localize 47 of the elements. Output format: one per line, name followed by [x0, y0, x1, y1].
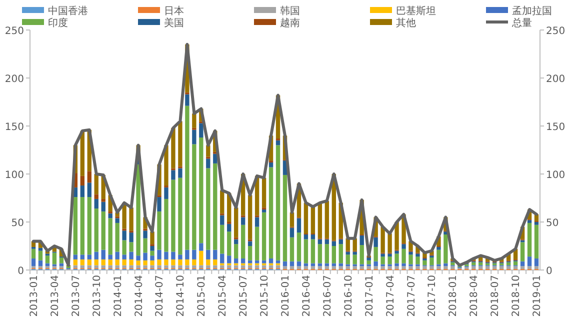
- x-tick-label: 2018-10: [511, 275, 522, 317]
- y-tick-label: 100: [4, 170, 24, 181]
- x-tick-label: 2013-10: [92, 275, 103, 317]
- y2-tick-label: 150: [546, 122, 566, 133]
- legend-label: 美国: [164, 17, 184, 29]
- legend-label: 总量: [511, 17, 532, 29]
- x-tick-label: 2013-07: [70, 275, 82, 317]
- y2-tick-label: 100: [546, 170, 566, 181]
- x-tick-label: 2014-07: [154, 275, 166, 317]
- legend-label: 其他: [396, 17, 416, 29]
- legend-label: 孟加拉国: [512, 5, 552, 17]
- y2-tick-label: 200: [546, 74, 566, 85]
- x-tick-label: 2017-01: [364, 275, 376, 317]
- y2-tick-label: 250: [546, 26, 566, 37]
- legend-label: 中国香港: [48, 5, 88, 17]
- x-tick-label: 2015-01: [196, 275, 208, 317]
- legend-label: 越南: [280, 17, 300, 29]
- x-tick-label: 2017-07: [406, 275, 418, 317]
- x-tick-label: 2016-01: [280, 275, 292, 317]
- x-tick-label: 2015-07: [238, 275, 250, 317]
- y2-tick-label: 0: [546, 266, 552, 277]
- legend-label: 印度: [48, 17, 68, 29]
- x-tick-label: 2014-01: [112, 275, 124, 317]
- legend-label: 日本: [164, 5, 184, 17]
- x-tick-label: 2014-04: [134, 275, 145, 317]
- x-tick-label: 2015-10: [260, 275, 271, 317]
- x-tick-label: 2014-10: [176, 275, 187, 317]
- x-tick-label: 2016-04: [301, 275, 312, 317]
- legend-label: 巴基斯坦: [396, 5, 436, 17]
- x-tick-label: 2017-10: [427, 275, 438, 317]
- x-tick-label: 2017-04: [385, 275, 396, 317]
- y-tick-label: 50: [11, 218, 24, 229]
- x-tick-label: 2018-01: [448, 275, 460, 317]
- y2-tick-label: 50: [546, 218, 559, 229]
- x-tick-label: 2016-07: [322, 275, 334, 317]
- y-tick-label: 250: [4, 26, 24, 37]
- y-tick-label: 150: [4, 122, 24, 133]
- x-tick-label: 2016-10: [343, 275, 354, 317]
- legend-label: 韩国: [280, 5, 300, 17]
- y-tick-label: 0: [18, 266, 24, 277]
- x-tick-label: 2018-04: [469, 275, 480, 317]
- x-tick-label: 2013-04: [50, 275, 61, 317]
- y-tick-label: 200: [4, 74, 24, 85]
- x-tick-label: 2018-07: [490, 275, 502, 317]
- x-tick-label: 2013-01: [28, 275, 40, 317]
- x-tick-label: 2019-01: [532, 275, 544, 317]
- x-tick-label: 2015-04: [218, 275, 229, 317]
